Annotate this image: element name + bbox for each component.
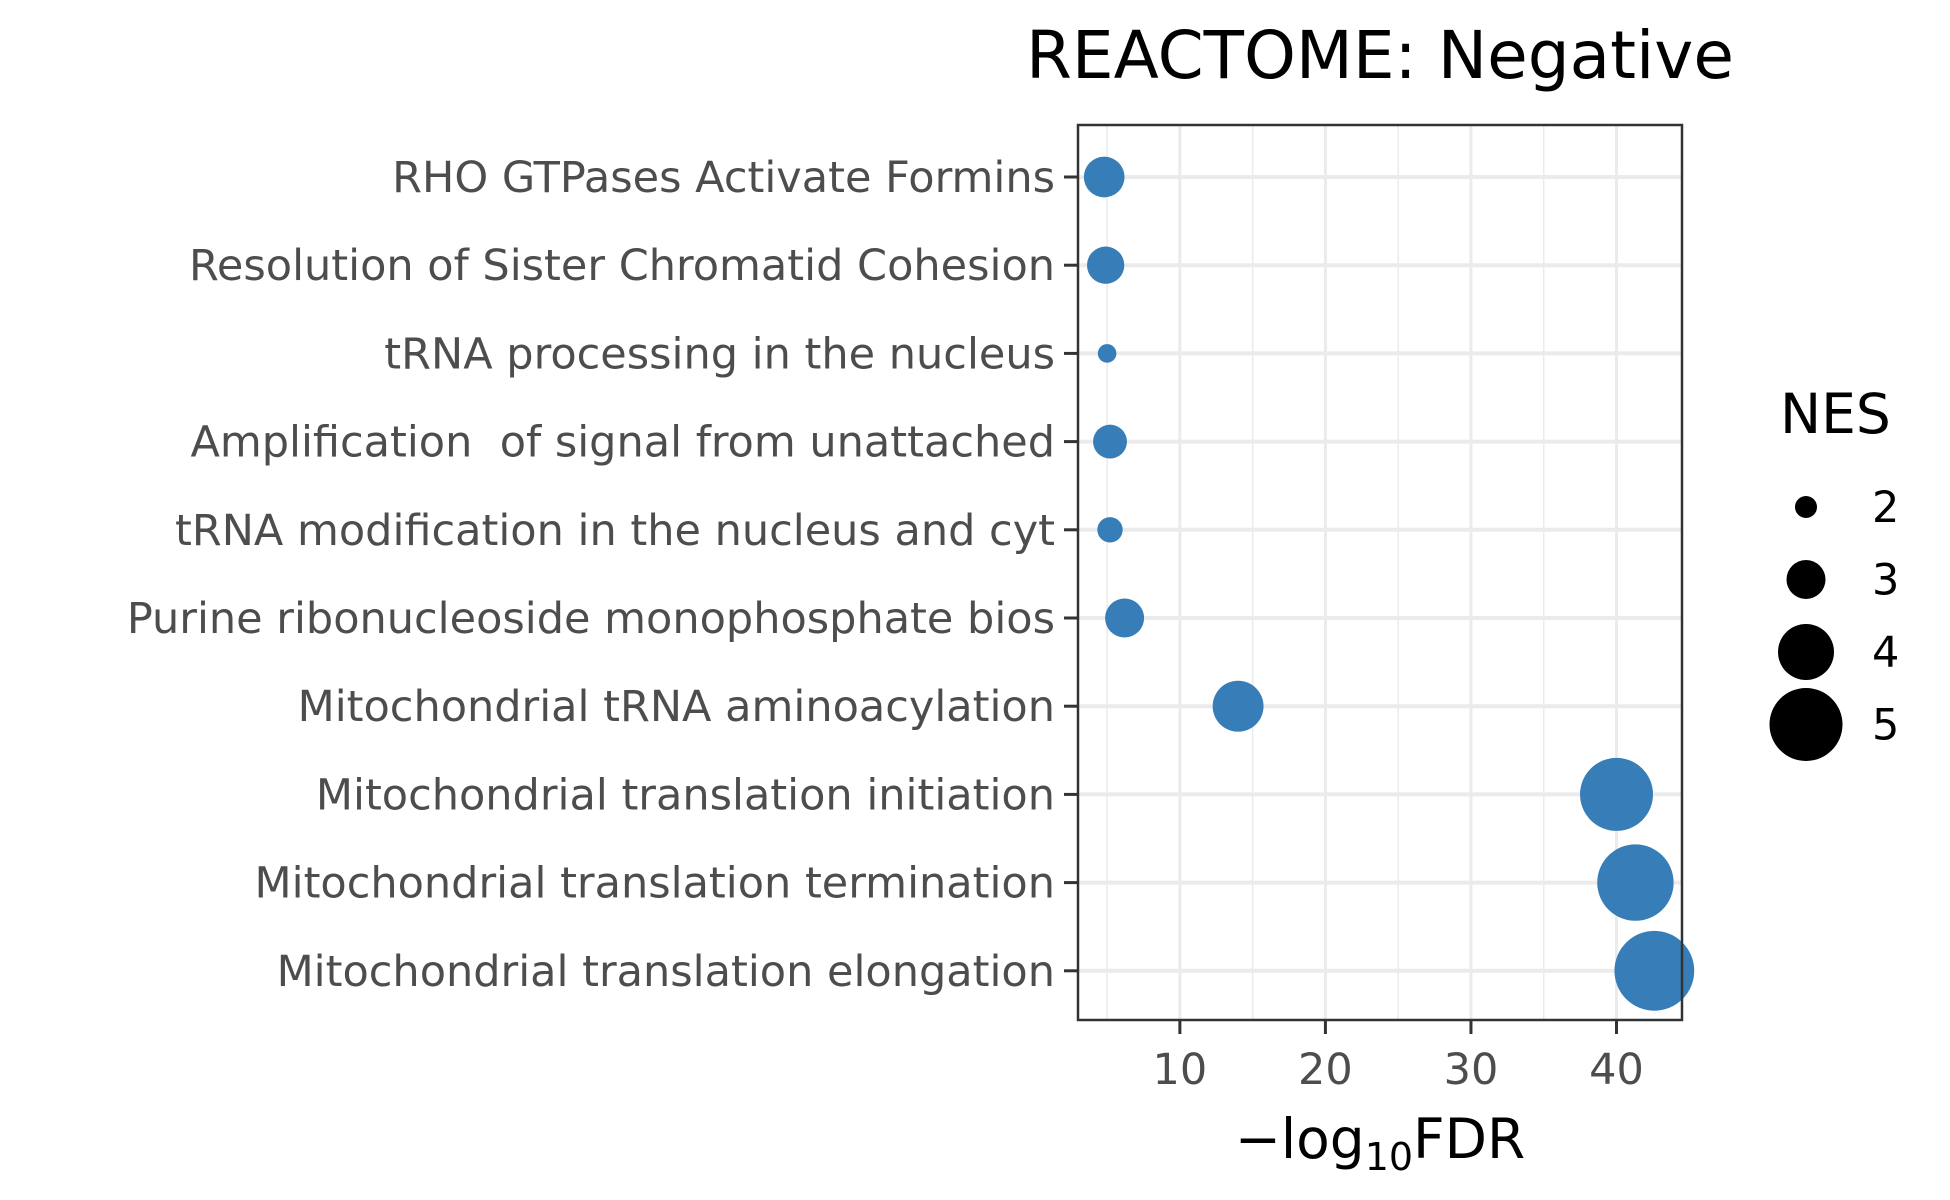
- y-tick-label: Amplification of signal from unattached: [190, 418, 1055, 468]
- data-point: [1097, 517, 1123, 543]
- y-tick-label: Mitochondrial tRNA aminoacylation: [298, 682, 1055, 732]
- data-points: [1083, 156, 1695, 1011]
- y-axis: RHO GTPases Activate Formins Resolution o…: [127, 153, 1078, 997]
- legend-label: 4: [1872, 628, 1899, 678]
- y-tick-label: Mitochondrial translation elongation: [277, 947, 1055, 997]
- data-point: [1614, 930, 1695, 1011]
- y-tick-label: Resolution of Sister Chromatid Cohesion: [189, 241, 1055, 291]
- legend-title: NES: [1780, 382, 1891, 446]
- grid: [1078, 125, 1682, 1020]
- data-point: [1597, 844, 1674, 921]
- legend: NES 2 3 4 5: [1769, 382, 1899, 761]
- x-tick-label: 20: [1298, 1045, 1353, 1095]
- plot-panel-border: [1076, 123, 1684, 1022]
- x-axis-title-subscript: 10: [1365, 1135, 1413, 1179]
- data-point: [1087, 246, 1125, 284]
- data-point: [1105, 598, 1145, 638]
- y-tick-label: Mitochondrial translation termination: [255, 859, 1055, 909]
- x-axis-title-suffix: FDR: [1413, 1107, 1525, 1171]
- legend-label: 2: [1872, 483, 1899, 533]
- data-point: [1580, 757, 1654, 831]
- x-axis: 10 20 30 40: [1153, 1020, 1644, 1095]
- data-point: [1212, 680, 1264, 732]
- legend-key: [1769, 688, 1843, 761]
- x-axis-title-prefix: −log: [1235, 1107, 1365, 1171]
- legend-key: [1795, 496, 1817, 518]
- data-point: [1097, 344, 1117, 363]
- y-tick-label: Purine ribonucleoside monophosphate bios: [127, 594, 1055, 644]
- data-point: [1093, 424, 1127, 459]
- plot-panel-background: [1078, 125, 1682, 1020]
- x-tick-label: 30: [1444, 1045, 1499, 1095]
- legend-label: 5: [1872, 701, 1899, 751]
- chart-title: REACTOME: Negative: [1026, 17, 1734, 94]
- legend-key: [1778, 624, 1834, 680]
- legend-label: 3: [1872, 556, 1899, 606]
- x-axis-title: −log10FDR: [1235, 1107, 1526, 1179]
- legend-key: [1786, 560, 1826, 599]
- x-tick-label: 40: [1589, 1045, 1644, 1095]
- y-tick-label: tRNA processing in the nucleus: [384, 329, 1055, 379]
- y-tick-label: Mitochondrial translation initiation: [316, 770, 1055, 820]
- x-tick-label: 10: [1153, 1045, 1208, 1095]
- y-tick-label: RHO GTPases Activate Formins: [392, 153, 1055, 203]
- data-point: [1083, 156, 1125, 198]
- y-tick-label: tRNA modification in the nucleus and cyt: [175, 506, 1055, 556]
